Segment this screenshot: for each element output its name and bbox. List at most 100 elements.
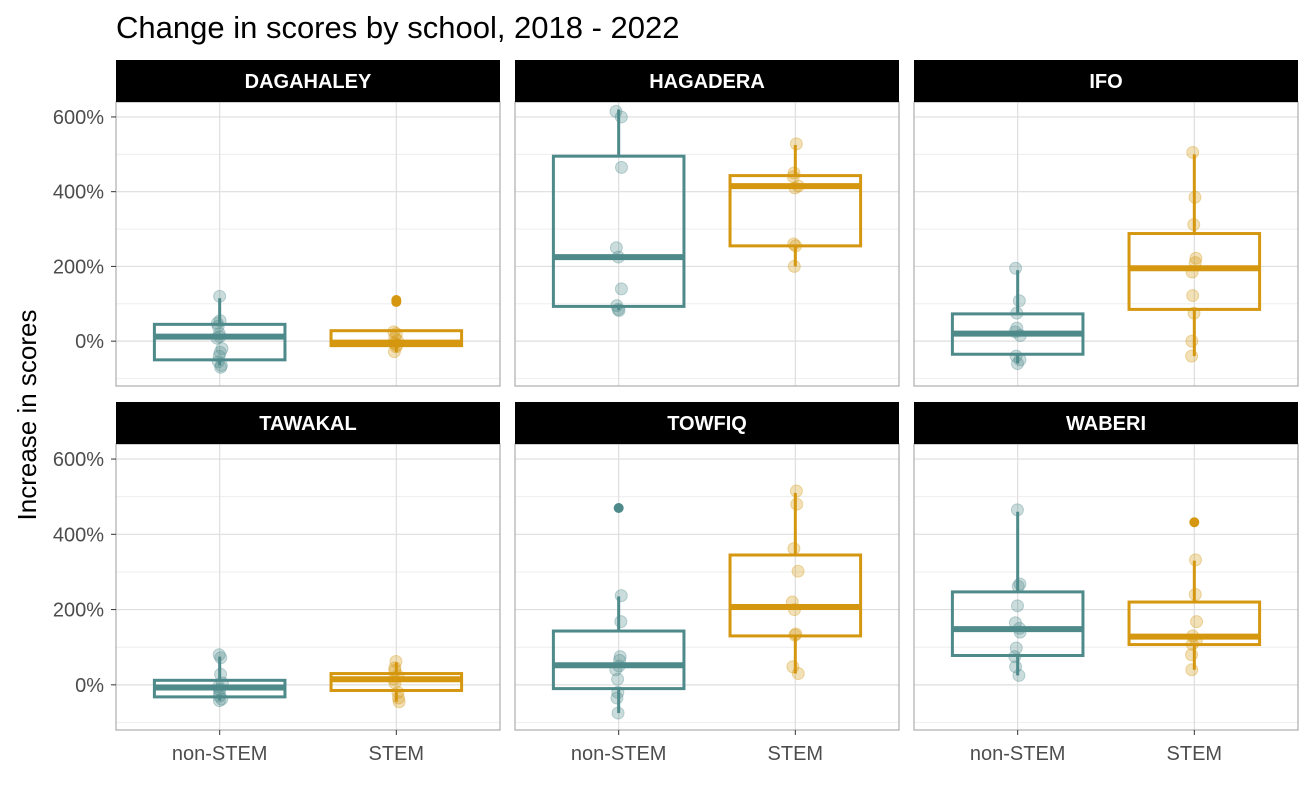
- data-point: [389, 340, 403, 354]
- data-point: [212, 680, 226, 694]
- data-point: [1189, 633, 1203, 647]
- data-point: [1008, 650, 1022, 664]
- data-point: [786, 170, 800, 184]
- data-point: [787, 603, 801, 617]
- data-point: [1188, 256, 1202, 270]
- data-point: [211, 319, 225, 333]
- data-point: [212, 648, 226, 662]
- data-point: [390, 333, 404, 347]
- y-tick-label: 400%: [53, 524, 104, 546]
- data-point: [1011, 357, 1025, 371]
- box-non-stem: [551, 502, 686, 720]
- data-point: [210, 331, 224, 345]
- data-point: [389, 327, 403, 341]
- data-point: [391, 685, 405, 699]
- data-point: [1008, 325, 1022, 339]
- panel-background: [116, 444, 500, 730]
- data-point: [609, 663, 623, 677]
- data-point: [1187, 218, 1201, 232]
- chart-title: Change in scores by school, 2018 - 2022: [116, 10, 680, 45]
- outlier-point: [391, 296, 402, 307]
- box-non-stem: [950, 261, 1085, 371]
- iqr-box: [1127, 600, 1262, 647]
- data-point: [213, 289, 227, 303]
- data-point: [1008, 616, 1022, 630]
- panel-background: [914, 444, 1298, 730]
- data-point: [614, 589, 628, 603]
- data-point: [388, 661, 402, 675]
- data-point: [387, 325, 401, 339]
- data-point: [1186, 289, 1200, 303]
- data-point: [391, 691, 405, 705]
- data-point: [611, 302, 625, 316]
- data-point: [389, 655, 403, 669]
- data-point: [390, 338, 404, 352]
- data-point: [610, 299, 624, 313]
- y-tick-label: 400%: [53, 182, 104, 204]
- data-point: [1011, 579, 1025, 593]
- data-point: [611, 250, 625, 264]
- data-point: [791, 564, 805, 578]
- x-tick-label: STEM: [768, 743, 824, 765]
- data-point: [211, 355, 225, 369]
- data-point: [1189, 251, 1203, 265]
- panel-dagahaley: DAGAHALEY 0% 200% 400% 600%: [53, 60, 501, 387]
- data-point: [609, 241, 623, 255]
- data-point: [788, 181, 802, 195]
- data-point: [1009, 261, 1023, 275]
- data-point: [1009, 349, 1023, 363]
- y-tick-label: 0%: [75, 675, 104, 697]
- data-point: [1010, 306, 1024, 320]
- box-non-stem: [152, 289, 287, 374]
- x-tick-label: STEM: [369, 743, 425, 765]
- iqr-box: [551, 629, 686, 691]
- data-point: [611, 672, 625, 686]
- data-point: [1186, 145, 1200, 159]
- data-point: [1185, 349, 1199, 363]
- data-point: [789, 137, 803, 151]
- box-stem: [329, 295, 464, 359]
- data-point: [215, 692, 229, 706]
- box-stem: [329, 655, 464, 709]
- data-point: [1189, 553, 1203, 567]
- facet-panels: DAGAHALEY 0% 200% 400% 600% HAGADERA IFO TAWAKA…: [53, 60, 1299, 765]
- y-tick-label: 200%: [53, 256, 104, 278]
- y-tick-label: 0%: [75, 331, 104, 353]
- data-point: [1013, 329, 1027, 343]
- data-point: [613, 650, 627, 664]
- data-point: [388, 331, 402, 345]
- data-point: [1010, 321, 1024, 335]
- data-point: [1190, 615, 1204, 629]
- data-point: [788, 628, 802, 642]
- data-point: [613, 653, 627, 667]
- panel-background: [515, 102, 899, 386]
- iqr-box: [728, 174, 863, 248]
- facet-strip: [914, 60, 1298, 102]
- facet-strip-label: HAGADERA: [649, 71, 765, 93]
- y-tick-label: 600%: [53, 107, 104, 129]
- data-point: [614, 615, 628, 629]
- data-point: [214, 651, 228, 665]
- box-non-stem: [950, 503, 1085, 682]
- data-point: [212, 327, 226, 341]
- facet-strip-label: DAGAHALEY: [245, 71, 372, 93]
- panel-waberi: WABERI non-STEM STEM: [913, 402, 1299, 765]
- data-point: [611, 685, 625, 699]
- y-axis-label: Increase in scores: [12, 310, 42, 521]
- data-point: [789, 239, 803, 253]
- data-point: [1185, 663, 1199, 677]
- data-point: [1013, 577, 1027, 591]
- data-point: [1013, 353, 1027, 367]
- data-point: [1010, 503, 1024, 517]
- data-point: [213, 330, 227, 344]
- data-point: [391, 668, 405, 682]
- facet-strip: [914, 402, 1298, 444]
- facet-strip-label: IFO: [1089, 71, 1122, 93]
- data-point: [786, 660, 800, 674]
- data-point: [1188, 190, 1202, 204]
- iqr-box: [728, 553, 863, 638]
- data-point: [213, 685, 227, 699]
- panel-ifo: IFO: [913, 60, 1299, 387]
- data-point: [791, 667, 805, 681]
- data-point: [1185, 648, 1199, 662]
